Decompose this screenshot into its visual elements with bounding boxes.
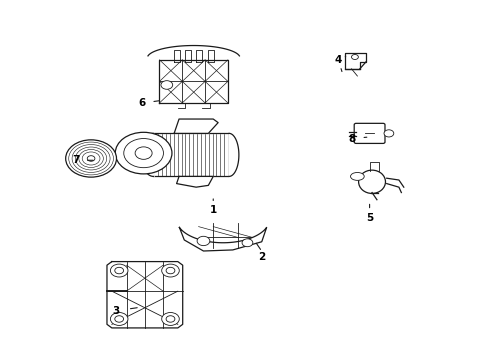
Circle shape (87, 156, 95, 161)
Circle shape (351, 54, 358, 59)
Circle shape (115, 132, 172, 174)
Circle shape (110, 312, 128, 325)
Circle shape (166, 316, 175, 322)
Text: 7: 7 (73, 155, 80, 165)
Text: 1: 1 (210, 206, 217, 216)
Circle shape (162, 264, 179, 277)
Circle shape (115, 316, 123, 322)
Polygon shape (185, 50, 191, 62)
Polygon shape (107, 262, 183, 328)
Text: 5: 5 (366, 213, 373, 222)
Polygon shape (174, 119, 218, 134)
Circle shape (162, 312, 179, 325)
Polygon shape (179, 228, 267, 251)
Text: 6: 6 (139, 98, 146, 108)
Circle shape (161, 81, 172, 89)
Polygon shape (345, 53, 366, 69)
Text: 8: 8 (349, 134, 356, 144)
Circle shape (166, 267, 175, 274)
Text: 2: 2 (259, 252, 266, 262)
Circle shape (197, 236, 210, 246)
Polygon shape (176, 176, 213, 187)
Circle shape (135, 147, 152, 159)
Circle shape (242, 239, 253, 247)
Polygon shape (196, 50, 202, 62)
Circle shape (66, 140, 117, 177)
Ellipse shape (350, 172, 364, 180)
Circle shape (384, 130, 394, 137)
Polygon shape (208, 50, 214, 62)
Circle shape (110, 264, 128, 277)
Polygon shape (153, 134, 229, 176)
Ellipse shape (359, 170, 386, 193)
Text: 3: 3 (112, 306, 119, 316)
Circle shape (124, 139, 164, 168)
FancyBboxPatch shape (354, 123, 385, 143)
Polygon shape (173, 50, 179, 62)
Circle shape (115, 267, 123, 274)
Polygon shape (159, 60, 228, 103)
Text: 4: 4 (334, 55, 342, 65)
